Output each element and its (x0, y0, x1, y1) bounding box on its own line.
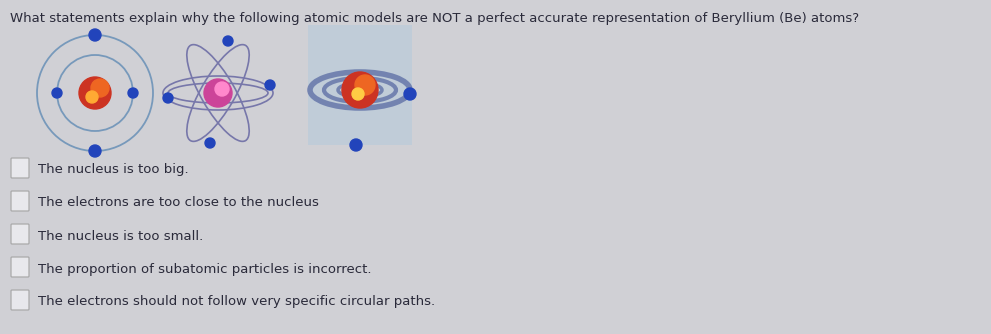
Circle shape (52, 88, 62, 98)
Circle shape (342, 72, 378, 108)
FancyBboxPatch shape (11, 158, 29, 178)
Bar (308, 25, 412, 145)
Circle shape (89, 29, 101, 41)
Text: The electrons are too close to the nucleus: The electrons are too close to the nucle… (38, 196, 319, 209)
Circle shape (215, 82, 229, 96)
Circle shape (204, 79, 232, 107)
Circle shape (355, 75, 375, 95)
Text: The proportion of subatomic particles is incorrect.: The proportion of subatomic particles is… (38, 263, 372, 276)
FancyBboxPatch shape (11, 290, 29, 310)
Text: The nucleus is too small.: The nucleus is too small. (38, 229, 203, 242)
Circle shape (223, 36, 233, 46)
Circle shape (265, 80, 275, 90)
FancyBboxPatch shape (11, 224, 29, 244)
Text: What statements explain why the following atomic models are NOT a perfect accura: What statements explain why the followin… (10, 12, 859, 25)
Circle shape (205, 138, 215, 148)
Text: The nucleus is too big.: The nucleus is too big. (38, 164, 188, 176)
Circle shape (128, 88, 138, 98)
Circle shape (91, 79, 109, 97)
Circle shape (89, 145, 101, 157)
Circle shape (404, 88, 416, 100)
Circle shape (350, 139, 362, 151)
Circle shape (352, 88, 364, 100)
Circle shape (86, 91, 98, 103)
Circle shape (163, 93, 173, 103)
Text: The electrons should not follow very specific circular paths.: The electrons should not follow very spe… (38, 296, 435, 309)
FancyBboxPatch shape (11, 257, 29, 277)
FancyBboxPatch shape (11, 191, 29, 211)
Circle shape (79, 77, 111, 109)
